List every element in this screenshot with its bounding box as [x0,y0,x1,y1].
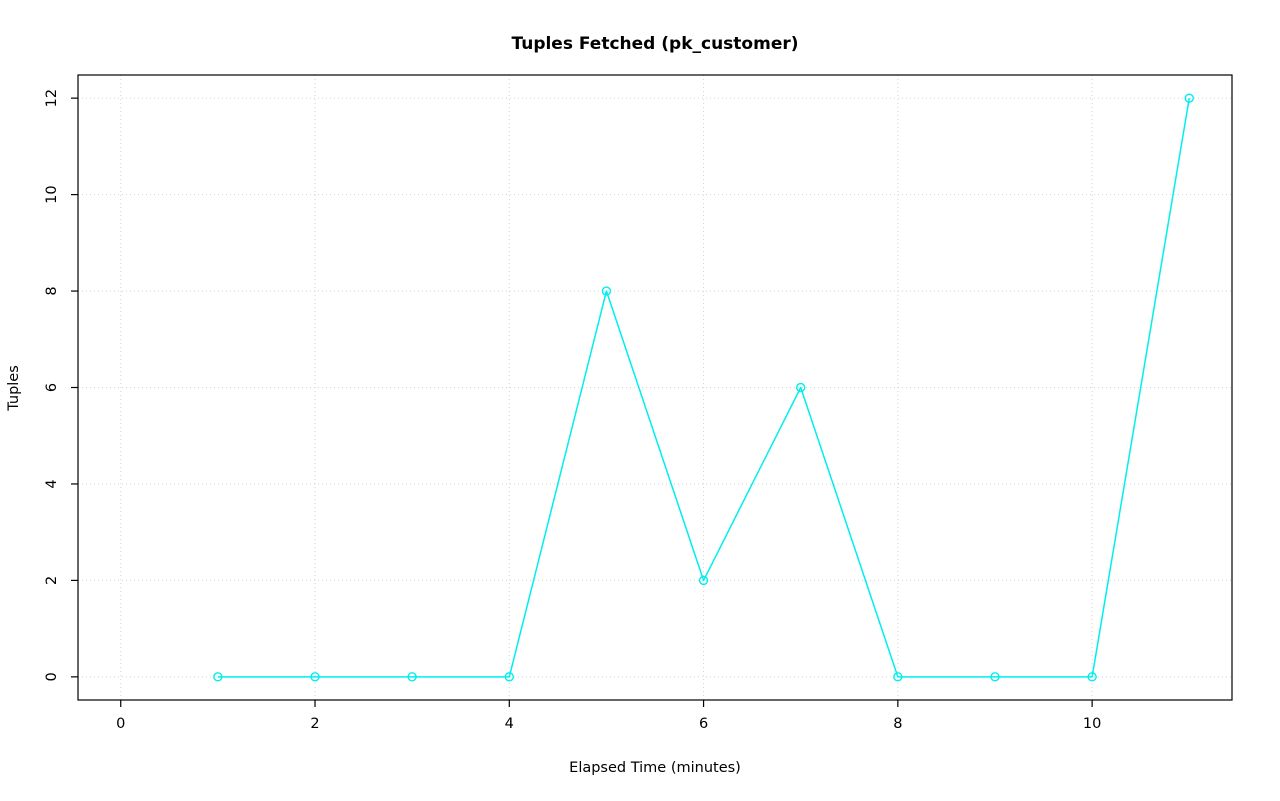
data-point-marker [796,382,806,393]
y-tick-label: 0 [44,672,60,681]
data-point-marker [698,575,709,586]
x-tick-label: 6 [699,716,708,732]
data-point-marker [213,672,223,682]
y-tick-label: 12 [44,89,60,107]
series-line [217,98,1190,678]
x-axis-label: Elapsed Time (minutes) [569,760,741,776]
y-tick-label: 6 [44,383,60,392]
y-tick-label: 10 [44,185,60,203]
y-tick-label: 8 [44,286,60,295]
data-point-marker [504,672,514,682]
data-point-marker [310,672,320,682]
chart-title: Tuples Fetched (pk_customer) [511,34,798,54]
x-tick-label: 4 [505,716,514,732]
data-point-marker [407,672,417,682]
x-tick-label: 8 [893,716,902,732]
y-tick-label: 4 [44,479,60,488]
y-tick-label: 2 [44,576,60,585]
x-tick-label: 2 [310,716,319,732]
data-point-marker [990,672,1000,682]
data-series [213,93,1194,682]
data-point-marker [1184,93,1194,103]
grid-lines [78,75,1232,700]
data-point-marker [893,672,903,682]
x-tick-label: 0 [116,716,125,732]
x-tick-label: 10 [1083,716,1101,732]
axes: 0 2 4 6 8 10 0 2 4 6 8 10 12 [44,74,1233,732]
data-point-marker [1087,672,1097,682]
y-axis-label: Tuples [6,365,22,412]
data-point-marker [601,286,612,296]
